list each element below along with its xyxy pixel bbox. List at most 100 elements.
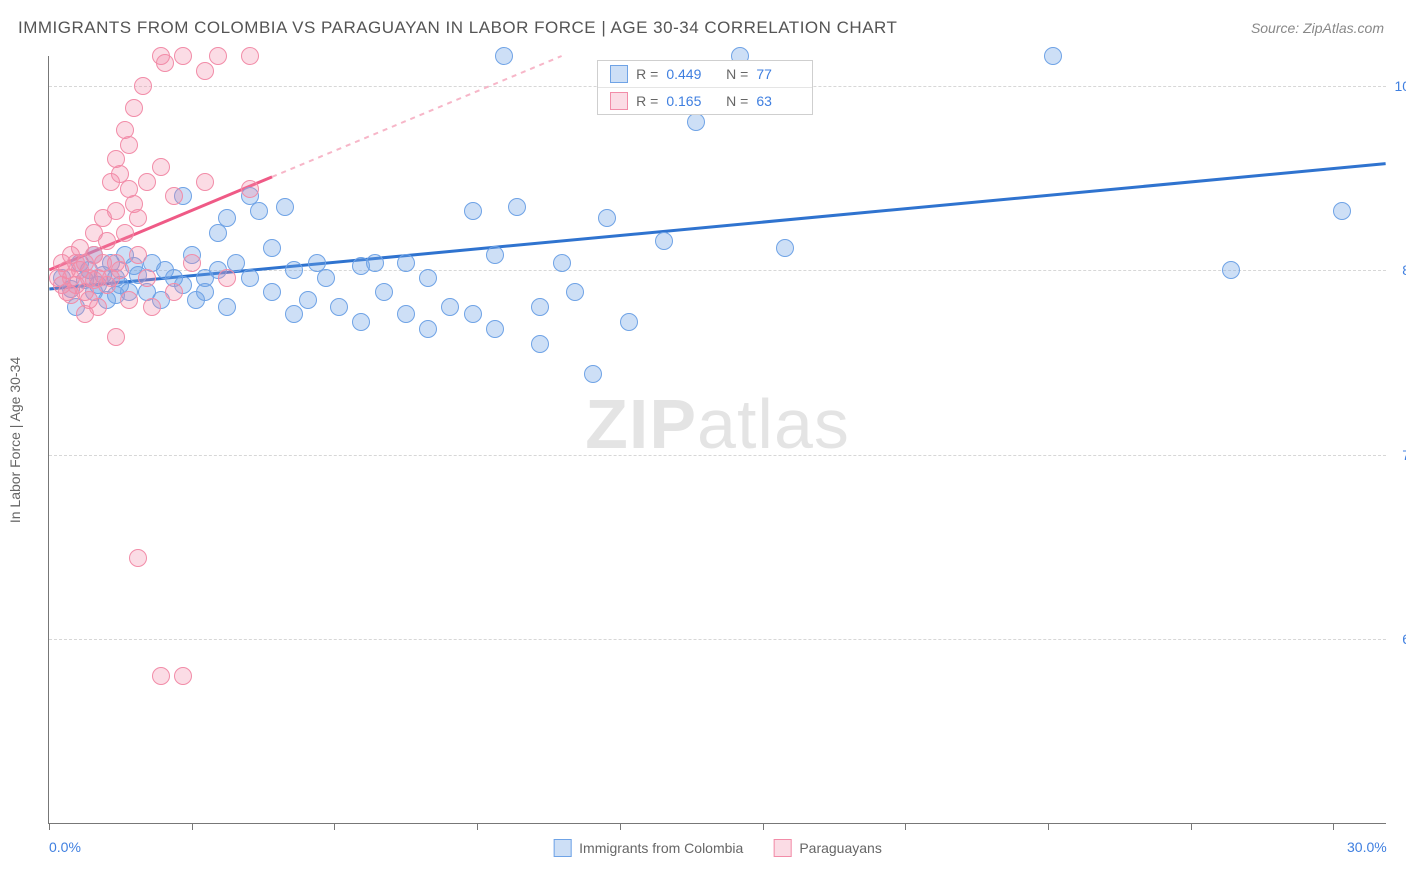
legend-n-label: N =: [718, 93, 748, 109]
legend-swatch: [773, 839, 791, 857]
legend-n-value: 63: [756, 93, 800, 109]
correlation-legend: R = 0.449 N = 77 R = 0.165 N = 63: [597, 60, 813, 115]
legend-r-label: R =: [636, 66, 658, 82]
data-point: [152, 667, 170, 685]
data-point: [566, 283, 584, 301]
x-tick: [1333, 823, 1334, 830]
legend-swatch: [610, 92, 628, 110]
data-point: [419, 320, 437, 338]
data-point: [285, 261, 303, 279]
data-point: [174, 47, 192, 65]
data-point: [263, 239, 281, 257]
data-point: [143, 298, 161, 316]
data-point: [486, 320, 504, 338]
data-point: [464, 202, 482, 220]
source-attribution: Source: ZipAtlas.com: [1251, 20, 1384, 36]
data-point: [98, 232, 116, 250]
series-legend: Immigrants from Colombia Paraguayans: [553, 839, 882, 857]
data-point: [116, 224, 134, 242]
data-point: [138, 269, 156, 287]
data-point: [330, 298, 348, 316]
data-point: [553, 254, 571, 272]
x-tick: [905, 823, 906, 830]
x-tick: [1048, 823, 1049, 830]
data-point: [486, 246, 504, 264]
data-point: [107, 202, 125, 220]
legend-row: R = 0.449 N = 77: [598, 61, 812, 88]
watermark: ZIPatlas: [585, 384, 850, 464]
x-tick: [477, 823, 478, 830]
data-point: [89, 298, 107, 316]
data-point: [134, 77, 152, 95]
data-point: [107, 328, 125, 346]
data-point: [125, 99, 143, 117]
data-point: [584, 365, 602, 383]
data-point: [152, 158, 170, 176]
data-point: [1222, 261, 1240, 279]
legend-item: Immigrants from Colombia: [553, 839, 743, 857]
data-point: [531, 335, 549, 353]
data-point: [598, 209, 616, 227]
data-point: [129, 246, 147, 264]
data-point: [276, 198, 294, 216]
legend-n-label: N =: [718, 66, 748, 82]
x-tick-label: 30.0%: [1347, 839, 1387, 855]
data-point: [531, 298, 549, 316]
data-point: [241, 269, 259, 287]
data-point: [655, 232, 673, 250]
data-point: [375, 283, 393, 301]
data-point: [129, 209, 147, 227]
legend-swatch: [610, 65, 628, 83]
legend-row: R = 0.165 N = 63: [598, 88, 812, 114]
y-axis-title: In Labor Force | Age 30-34: [7, 356, 23, 522]
data-point: [209, 47, 227, 65]
data-point: [366, 254, 384, 272]
x-tick: [49, 823, 50, 830]
legend-item: Paraguayans: [773, 839, 882, 857]
data-point: [138, 173, 156, 191]
data-point: [196, 283, 214, 301]
data-point: [196, 62, 214, 80]
data-point: [183, 254, 201, 272]
x-tick: [192, 823, 193, 830]
data-point: [129, 549, 147, 567]
y-tick-label: 87.5%: [1392, 262, 1406, 278]
data-point: [299, 291, 317, 309]
x-tick: [620, 823, 621, 830]
data-point: [174, 667, 192, 685]
data-point: [218, 298, 236, 316]
legend-label: Paraguayans: [799, 840, 882, 856]
data-point: [317, 269, 335, 287]
y-tick-label: 100.0%: [1392, 78, 1406, 94]
gridline: [49, 455, 1386, 456]
data-point: [241, 47, 259, 65]
gridline: [49, 639, 1386, 640]
legend-r-label: R =: [636, 93, 658, 109]
data-point: [1333, 202, 1351, 220]
data-point: [464, 305, 482, 323]
legend-r-value: 0.449: [666, 66, 710, 82]
data-point: [120, 136, 138, 154]
data-point: [508, 198, 526, 216]
legend-n-value: 77: [756, 66, 800, 82]
chart-title: IMMIGRANTS FROM COLOMBIA VS PARAGUAYAN I…: [18, 18, 897, 38]
data-point: [441, 298, 459, 316]
data-point: [263, 283, 281, 301]
data-point: [156, 54, 174, 72]
x-tick: [1191, 823, 1192, 830]
data-point: [397, 254, 415, 272]
x-tick-label: 0.0%: [49, 839, 81, 855]
plot-area: In Labor Force | Age 30-34 ZIPatlas R =0…: [48, 56, 1386, 824]
data-point: [1044, 47, 1062, 65]
data-point: [687, 113, 705, 131]
legend-r-value: 0.165: [666, 93, 710, 109]
x-tick: [334, 823, 335, 830]
data-point: [165, 283, 183, 301]
data-point: [196, 173, 214, 191]
regression-lines: [49, 56, 1386, 823]
data-point: [165, 187, 183, 205]
data-point: [419, 269, 437, 287]
data-point: [111, 261, 129, 279]
data-point: [241, 180, 259, 198]
data-point: [250, 202, 268, 220]
